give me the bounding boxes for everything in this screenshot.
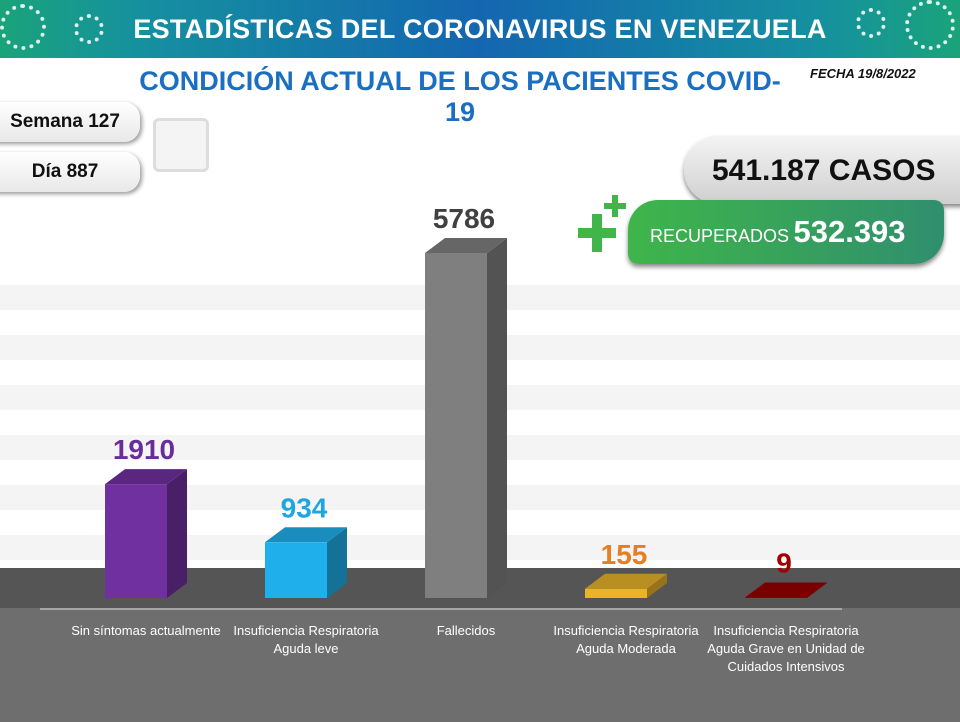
category-label: Insuficiencia Respiratoria Aguda Moderad…: [553, 623, 699, 656]
category-label: Insuficiencia Respiratoria Aguda Grave e…: [707, 623, 865, 674]
data-label: 9: [776, 547, 792, 578]
bar-side: [327, 527, 347, 598]
recovered-value: 532.393: [793, 214, 906, 249]
total-cases: 541.187 CASOS: [684, 136, 960, 204]
subtitle: CONDICIÓN ACTUAL DE LOS PACIENTES COVID-…: [139, 66, 781, 127]
data-label: 934: [281, 492, 328, 523]
bar-side: [807, 582, 827, 598]
bar: [425, 253, 487, 598]
category-label: Insuficiencia Respiratoria Aguda leve: [233, 623, 379, 656]
bar: [265, 542, 327, 598]
category-label: Sin síntomas actualmente: [71, 623, 221, 638]
category-band: [0, 608, 960, 722]
recovered-badge: RECUPERADOS 532.393: [628, 200, 944, 264]
calendar-icon: [153, 118, 209, 172]
week-badge: Semana 127: [0, 102, 140, 142]
bar: [105, 484, 167, 598]
bar-side: [487, 238, 507, 598]
bar-top: [425, 238, 507, 253]
bar-top: [105, 469, 187, 485]
virus-icon: [0, 4, 46, 50]
bar-top: [745, 582, 827, 598]
bar-side: [167, 469, 187, 598]
report-date: FECHA 19/8/2022: [810, 66, 916, 81]
data-label: 5786: [433, 203, 495, 234]
day-badge: Día 887: [0, 152, 140, 192]
virus-icon: [905, 0, 955, 50]
page-title: ESTADÍSTICAS DEL CORONAVIRUS EN VENEZUEL…: [133, 14, 827, 44]
header-banner: ESTADÍSTICAS DEL CORONAVIRUS EN VENEZUEL…: [0, 0, 960, 58]
data-label: 1910: [113, 434, 175, 465]
virus-icon: [856, 8, 886, 38]
virus-icon: [74, 14, 104, 44]
category-label: Fallecidos: [436, 623, 496, 638]
data-label: 155: [601, 539, 648, 570]
bar-side: [647, 573, 667, 598]
bar-top: [265, 527, 347, 543]
bar-top: [585, 573, 667, 589]
recovered-label: RECUPERADOS: [650, 226, 790, 246]
bar: [745, 597, 807, 598]
bar: [585, 588, 647, 598]
